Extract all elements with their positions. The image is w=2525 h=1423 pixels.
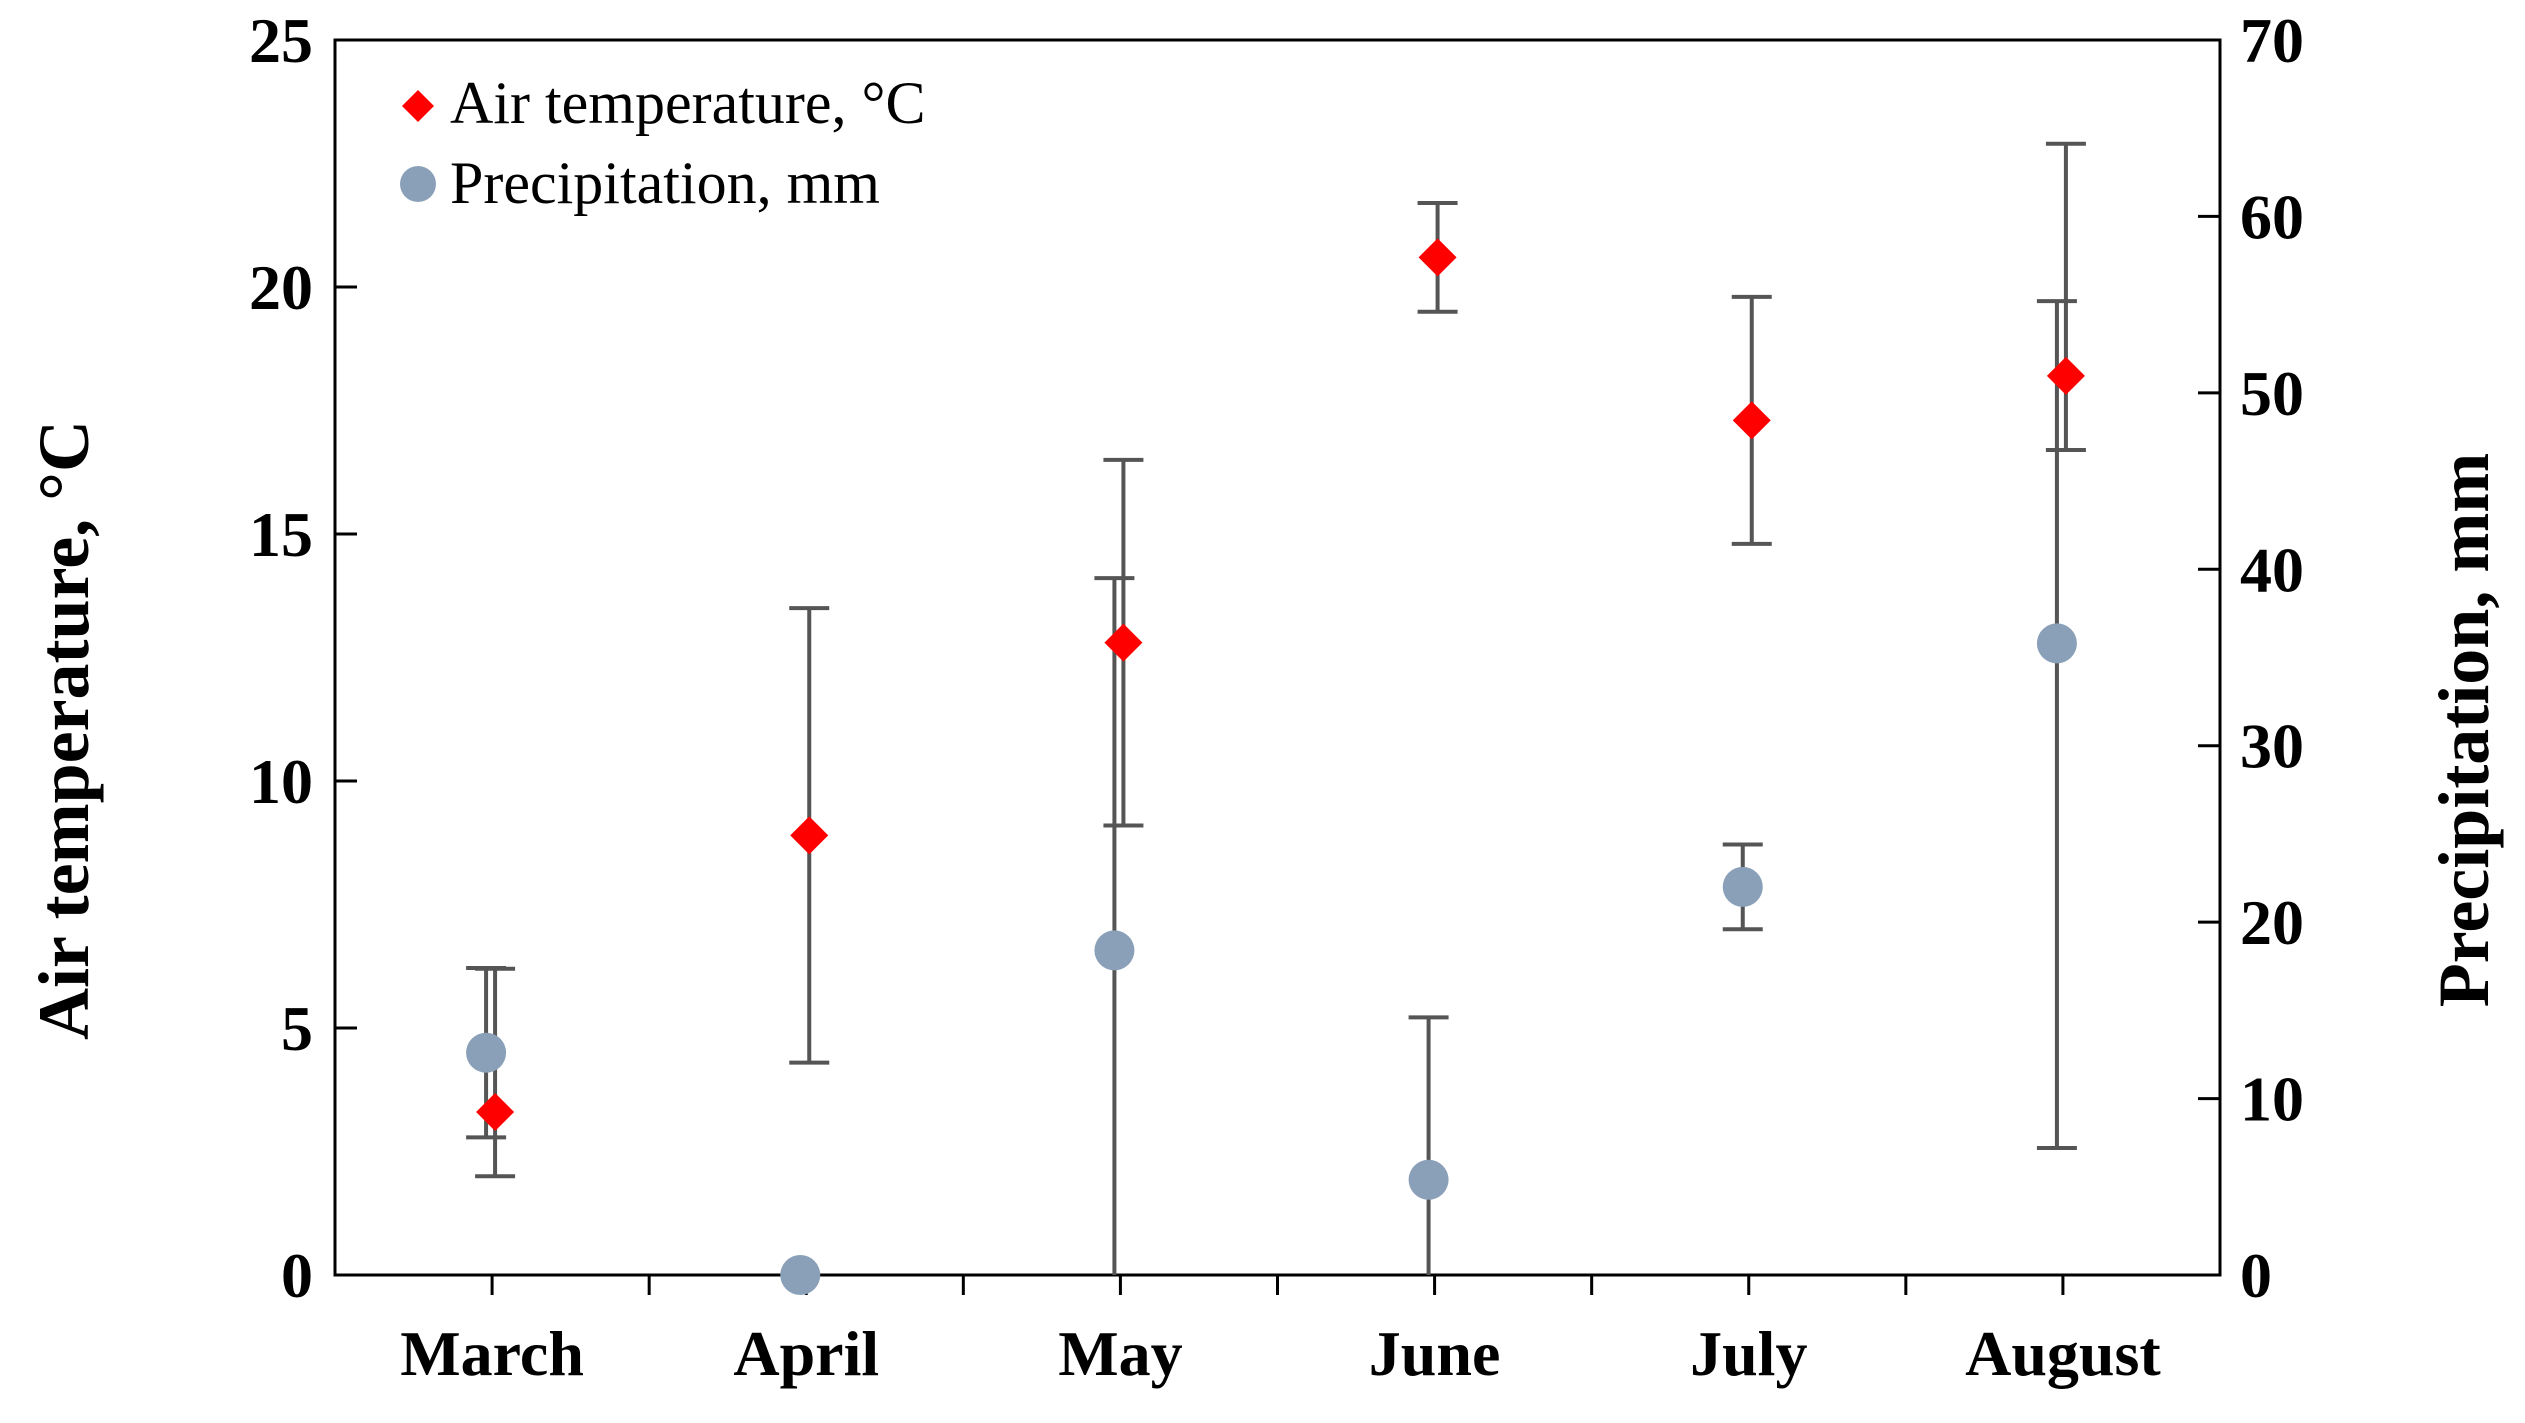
temperature-point (476, 1092, 515, 1131)
legend-label-precipitation: Precipitation, mm (450, 150, 880, 216)
left-axis-tick-label: 0 (281, 1240, 313, 1311)
legend-label-temperature: Air temperature, °C (450, 70, 926, 136)
temperature-point (790, 816, 829, 855)
markers-layer (466, 238, 2085, 1295)
precipitation-point (466, 1032, 507, 1073)
right-axis-tick-label: 60 (2240, 181, 2304, 252)
precipitation-point (1408, 1159, 1449, 1200)
x-axis-category-label: March (400, 1318, 584, 1389)
left-axis-tick-label: 5 (281, 993, 313, 1064)
error-bars-layer (466, 141, 2086, 1275)
axes-layer: 0 5 10 15 20 25 0 10 20 30 40 50 60 70 March April May Ju… (249, 5, 2304, 1389)
legend: Air temperature, °C Precipitation, mm (400, 70, 926, 216)
left-axis-tick-label: 10 (249, 746, 313, 817)
right-axis-tick-label: 70 (2240, 5, 2304, 76)
precipitation-point (780, 1255, 821, 1295)
precipitation-point (1094, 930, 1135, 971)
x-axis-category-label: August (1965, 1318, 2161, 1389)
legend-circle-marker (400, 166, 436, 202)
temperature-point (1418, 238, 1457, 277)
x-axis-category-label: April (733, 1318, 879, 1389)
right-axis-tick-label: 30 (2240, 711, 2304, 782)
right-axis-tick-label: 50 (2240, 358, 2304, 429)
plot-frame (333, 38, 2222, 1277)
x-axis-category-label: May (1058, 1318, 1182, 1389)
precipitation-point (1722, 866, 1763, 907)
legend-diamond-marker (402, 90, 434, 122)
left-axis-tick-label: 15 (249, 499, 313, 570)
right-axis-tick-label: 0 (2240, 1240, 2272, 1311)
temperature-point (1104, 623, 1143, 662)
x-axis-category-label: July (1690, 1318, 1807, 1389)
right-axis-tick-label: 10 (2240, 1064, 2304, 1135)
x-axis-category-label: June (1369, 1318, 1501, 1389)
right-axis-tick-label: 40 (2240, 534, 2304, 605)
temperature-point (2046, 356, 2085, 395)
temperature-point (1732, 401, 1771, 440)
right-axis-tick-label: 20 (2240, 887, 2304, 958)
left-axis-title: Air temperature, °C (24, 420, 104, 1040)
left-axis-tick-label: 25 (249, 5, 313, 76)
precipitation-point (2036, 623, 2077, 664)
left-axis-tick-label: 20 (249, 252, 313, 323)
right-axis-title: Precipitation, mm (2424, 453, 2504, 1008)
